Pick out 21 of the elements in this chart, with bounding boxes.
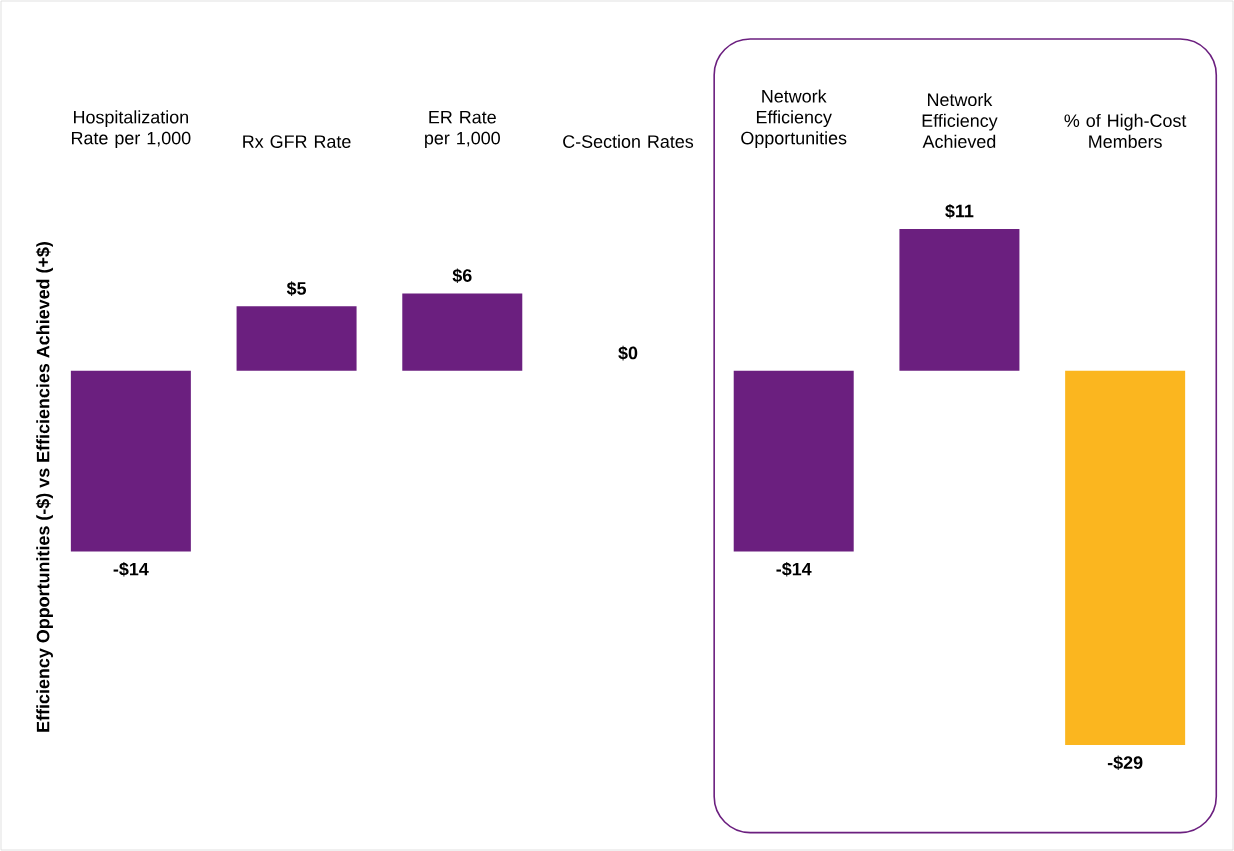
- data-label: $5: [286, 281, 307, 296]
- data-label: $11: [945, 203, 974, 219]
- x-tick-label: Network Efficiency Opportunities: [741, 89, 847, 148]
- x-tick-label: ER Rate per 1,000: [425, 110, 500, 148]
- x-tick-label: Hospitalization Rate per 1,000: [72, 110, 191, 148]
- x-tick-label: Rx GFR Rate: [243, 135, 351, 148]
- data-label: -$14: [776, 561, 812, 577]
- bar: [402, 293, 523, 371]
- bar: [733, 370, 854, 552]
- bar: [1065, 370, 1186, 746]
- y-axis-title: Efficiency Opportunities (-$) vs Efficiencies Achieved (+$): [35, 242, 53, 732]
- x-tick-label: % of High-Cost Members: [1064, 113, 1187, 148]
- data-label: $0: [618, 345, 638, 361]
- bar: [70, 370, 191, 552]
- bar: [236, 306, 357, 371]
- data-label: -$29: [1107, 755, 1143, 771]
- data-label: -$14: [113, 561, 149, 577]
- bar: [899, 228, 1020, 371]
- x-tick-label: Network Efficiency Achieved: [922, 92, 998, 148]
- data-label: $6: [452, 268, 472, 284]
- x-tick-label: C-Section Rates: [563, 134, 694, 148]
